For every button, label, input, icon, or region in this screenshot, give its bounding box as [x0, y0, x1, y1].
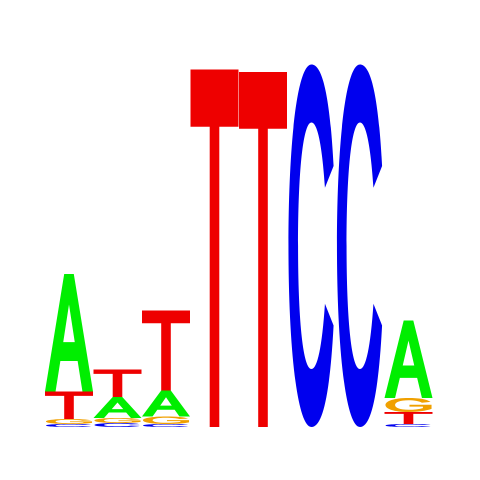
letter-c-pos-1 — [45, 424, 92, 427]
letter-t-pos-1 — [45, 391, 93, 419]
letter-c-pos-3 — [142, 424, 189, 427]
letter-a-pos-1 — [45, 274, 93, 392]
letter-c-pos-7 — [336, 64, 383, 427]
logo-column-4 — [190, 69, 239, 427]
logo-column-7 — [336, 64, 383, 427]
letter-t-pos-3 — [142, 310, 190, 391]
logo-column-5 — [239, 72, 287, 427]
letter-a-pos-2 — [93, 397, 142, 418]
letter-a-pos-3 — [142, 390, 190, 417]
letter-t-pos-4 — [190, 69, 239, 427]
letter-a-pos-8 — [384, 320, 433, 398]
letter-t-pos-2 — [93, 369, 142, 397]
logo-column-8 — [384, 320, 433, 427]
letter-t-pos-5 — [239, 72, 287, 427]
letter-g-pos-3 — [142, 416, 190, 424]
logo-column-1 — [45, 274, 93, 427]
letter-g-pos-8 — [385, 398, 432, 412]
letter-c-pos-2 — [94, 423, 140, 427]
letter-c-pos-6 — [288, 64, 334, 427]
letter-g-pos-1 — [45, 419, 93, 424]
logo-column-3 — [142, 310, 190, 427]
letter-c-pos-8 — [385, 424, 431, 427]
logo-column-6 — [288, 64, 334, 427]
letter-t-pos-8 — [384, 412, 433, 424]
letter-g-pos-2 — [94, 418, 141, 423]
logo-column-2 — [93, 369, 142, 427]
